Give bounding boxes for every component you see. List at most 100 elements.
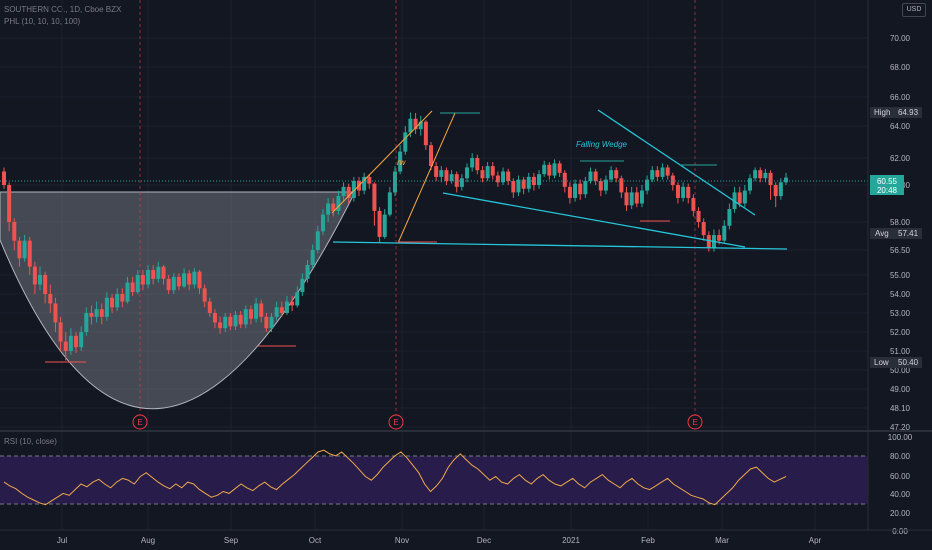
rsi-axis[interactable]: 100.00 80.00 60.00 40.00 20.00 0.00: [888, 433, 913, 536]
candle-body: [501, 171, 506, 183]
rsi-band: [0, 456, 868, 504]
rsi-label: RSI (10, close): [4, 437, 57, 446]
time-tick: Oct: [309, 536, 322, 545]
candle-body: [768, 172, 773, 185]
candle-body: [675, 185, 680, 198]
candle-body: [567, 186, 572, 198]
candle-body: [686, 186, 691, 198]
candle-body: [233, 314, 238, 327]
candle-body: [742, 190, 747, 204]
price-tick: 47.20: [890, 423, 911, 432]
candle-body: [717, 235, 722, 241]
candle-body: [609, 170, 614, 180]
earnings-marker[interactable]: [132, 414, 148, 430]
candle-body: [634, 192, 639, 204]
candle-body: [310, 250, 315, 265]
candle-body: [573, 183, 578, 198]
candle-body: [578, 183, 583, 195]
rsi-tick: 40.00: [890, 490, 911, 499]
candle-body: [408, 118, 413, 133]
earnings-marker[interactable]: [388, 414, 404, 430]
candle-body: [583, 180, 588, 195]
candle-body: [434, 166, 439, 177]
candle-body: [17, 240, 22, 259]
symbol-title: SOUTHERN CO., 1D, Cboe BZX: [4, 5, 122, 14]
candle-body: [58, 322, 63, 342]
candle-body: [439, 170, 444, 177]
candle-body: [315, 231, 320, 250]
candle-body: [7, 185, 12, 222]
cup-pattern: [0, 191, 356, 410]
price-tick: 55.00: [890, 271, 911, 280]
time-tick: 2021: [562, 536, 580, 545]
low-label-text: Low: [874, 358, 889, 367]
candle-body: [485, 166, 490, 179]
earnings-marker-label: E: [692, 418, 697, 427]
candle-body: [624, 192, 629, 206]
candle-body: [48, 294, 53, 304]
candle-body: [681, 186, 686, 198]
price-tick: 66.00: [890, 93, 911, 102]
earnings-events: E E E: [132, 0, 703, 430]
price-tick: 56.50: [890, 246, 911, 255]
rsi-tick: 80.00: [890, 452, 911, 461]
last-price-value: 60.55: [877, 177, 898, 186]
candle-body: [465, 167, 470, 179]
candle-body: [490, 166, 495, 176]
candle-body: [614, 170, 619, 179]
candle-body: [650, 170, 655, 180]
candle-body: [187, 273, 192, 285]
falling-wedge-lower: [442, 192, 746, 248]
candle-body: [603, 179, 608, 191]
price-tick: 58.00: [890, 218, 911, 227]
candle-body: [279, 307, 284, 313]
candle-body: [418, 121, 423, 130]
currency-button[interactable]: USD: [902, 3, 926, 17]
earnings-marker-label: E: [137, 418, 142, 427]
candle-body: [146, 270, 151, 285]
high-label: High 64.93: [870, 107, 922, 118]
candle-body: [290, 301, 295, 306]
candle-body: [171, 276, 176, 291]
candle-body: [300, 278, 305, 293]
candle-body: [722, 225, 727, 241]
candle-body: [423, 121, 428, 146]
time-tick: Apr: [809, 536, 822, 545]
candle-body: [84, 313, 89, 332]
time-axis[interactable]: Jul Aug Sep Oct Nov Dec 2021 Feb Mar Apr: [57, 536, 822, 545]
price-tick: 50.00: [890, 366, 911, 375]
bar-countdown: 20:48: [877, 186, 898, 195]
time-tick: Sep: [224, 536, 239, 545]
candle-body: [784, 177, 788, 183]
earnings-marker[interactable]: [687, 414, 703, 430]
candle-body: [32, 266, 37, 285]
candle-body: [639, 190, 644, 204]
candle-body: [429, 145, 434, 167]
candle-body: [778, 182, 783, 197]
rsi-tick: 100.00: [888, 433, 913, 442]
candle-body: [351, 180, 356, 198]
candle-body: [176, 276, 181, 287]
candle-body: [274, 307, 279, 317]
candle-body: [346, 186, 351, 198]
candle-body: [753, 170, 758, 179]
candle-body: [218, 322, 223, 329]
candle-body: [459, 178, 464, 187]
candle-body: [2, 171, 6, 185]
candle-body: [125, 282, 130, 302]
candle-body: [38, 275, 43, 285]
candle-body: [295, 292, 300, 306]
candle-body: [531, 176, 536, 185]
candle-body: [773, 185, 778, 197]
avg-label: Avg 57.41: [870, 228, 922, 239]
candle-body: [444, 170, 449, 181]
indicator-label: PHL (10, 10, 10, 100): [4, 17, 81, 26]
candle-body: [212, 313, 217, 323]
candle-body: [89, 313, 94, 317]
candle-body: [526, 176, 531, 189]
candle-body: [660, 167, 665, 177]
rsi-tick: 0.00: [892, 527, 908, 536]
candle-body: [243, 309, 248, 325]
